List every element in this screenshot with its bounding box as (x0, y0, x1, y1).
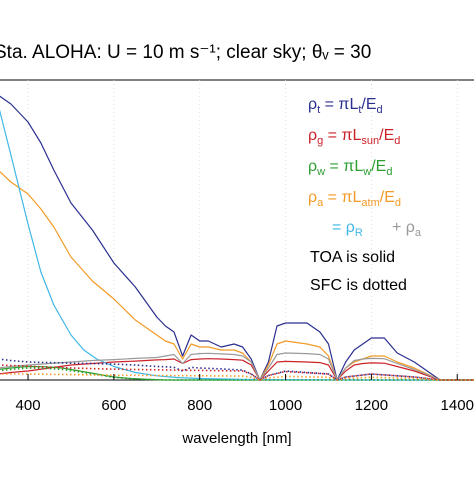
series-line-rho_a (0, 171, 474, 381)
x-tick-label: 400 (16, 397, 41, 414)
x-axis-ticks: 400 600 800 1000 1200 1400 (16, 374, 474, 414)
legend-entry-rho-w: ρw = πLw/Ed (308, 158, 392, 178)
series-group (0, 95, 474, 381)
legend-entry-rho-a: ρa = πLatm/Ed (308, 189, 401, 209)
x-tick-label: 800 (187, 397, 212, 414)
series-line-sfc_blue (0, 358, 474, 381)
legend-entry-plus-rho-a: + ρa (392, 219, 422, 239)
legend-entry-rho-g: ρg = πLsun/Ed (308, 127, 400, 147)
x-tick-label: 1200 (355, 397, 388, 414)
series-line-rho_g (0, 358, 474, 381)
note-sfc: SFC is dotted (310, 277, 407, 294)
legend-entry-rho-r: = ρR (332, 219, 363, 239)
legend: ρt = πLt/Ed ρg = πLsun/Ed ρw = πLw/Ed ρa… (308, 96, 422, 294)
series-line-sfc_red (0, 364, 474, 381)
x-axis-label: wavelength [nm] (181, 430, 291, 447)
series-line-rho_t (0, 95, 474, 381)
chart-title: Sta. ALOHA: U = 10 m s⁻¹; clear sky; θᵥ … (0, 42, 371, 63)
legend-entry-rho-t: ρt = πLt/Ed (308, 96, 383, 116)
note-toa: TOA is solid (310, 249, 395, 266)
series-line-rho_r (0, 109, 474, 381)
x-tick-label: 1000 (269, 397, 302, 414)
series-line-sfc_orange (0, 373, 474, 381)
x-tick-label: 1400 (441, 397, 474, 414)
x-tick-label: 600 (101, 397, 126, 414)
series-line-rho_aer (0, 352, 474, 381)
